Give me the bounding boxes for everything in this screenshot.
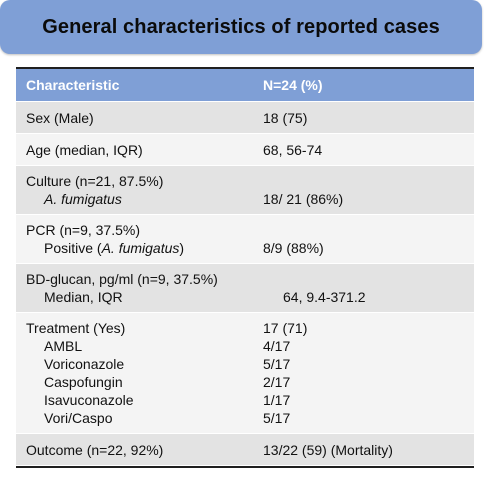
row-sublabel: Positive (A. fumigatus) xyxy=(44,240,185,256)
row-value: 18 (75) xyxy=(263,109,308,126)
header-n: N=24 (%) xyxy=(263,77,323,93)
row-value: 18/ 21 (86%) xyxy=(263,191,344,207)
table-row-treatment: Treatment (Yes) AMBL Voriconazole Caspof… xyxy=(16,313,474,434)
table-row-outcome: Outcome (n=22, 92%) 13/22 (59) (Mortalit… xyxy=(16,434,474,466)
treatment-item-name: Voriconazole xyxy=(44,356,125,372)
characteristics-table: Characteristic N=24 (%) Sex (Male) 18 (7… xyxy=(16,67,474,468)
row-label: Treatment (Yes) xyxy=(26,320,126,336)
row-label: BD-glucan, pg/ml (n=9, 37.5%) xyxy=(26,271,218,287)
treatment-item-value: 2/17 xyxy=(263,374,291,390)
table-row-bdglucan: BD-glucan, pg/ml (n=9, 37.5%) Median, IQ… xyxy=(16,264,474,313)
row-sublabel: Median, IQR xyxy=(44,289,123,305)
row-label: Culture (n=21, 87.5%) xyxy=(26,173,164,189)
treatment-item-name: Isavuconazole xyxy=(44,392,134,408)
row-value: 64, 9.4-371.2 xyxy=(283,289,366,305)
treatment-item-name: AMBL xyxy=(44,338,83,354)
table-row-age: Age (median, IQR) 68, 56-74 xyxy=(16,134,474,166)
title-banner: General characteristics of reported case… xyxy=(0,0,482,54)
row-label: PCR (n=9, 37.5%) xyxy=(26,222,140,238)
table-row-sex: Sex (Male) 18 (75) xyxy=(16,102,474,134)
table-row-culture: Culture (n=21, 87.5%) A. fumigatus 18/ 2… xyxy=(16,166,474,215)
treatment-item-value: 5/17 xyxy=(263,410,291,426)
treatment-item-value: 5/17 xyxy=(263,356,291,372)
row-label: Outcome (n=22, 92%) xyxy=(26,441,164,458)
table-header-row: Characteristic N=24 (%) xyxy=(16,67,474,102)
row-label: Sex (Male) xyxy=(26,109,94,126)
row-label: Age (median, IQR) xyxy=(26,141,143,158)
treatment-item-name: Vori/Caspo xyxy=(44,410,113,426)
row-value: 13/22 (59) (Mortality) xyxy=(263,441,393,458)
treatment-item-name: Caspofungin xyxy=(44,374,123,390)
header-characteristic: Characteristic xyxy=(26,77,120,93)
table-row-pcr: PCR (n=9, 37.5%) Positive (A. fumigatus)… xyxy=(16,215,474,264)
treatment-item-value: 4/17 xyxy=(263,338,291,354)
row-value: 17 (71) xyxy=(263,320,308,336)
row-value: 8/9 (88%) xyxy=(263,240,324,256)
page-title: General characteristics of reported case… xyxy=(42,15,440,38)
row-sublabel: A. fumigatus xyxy=(44,191,122,207)
treatment-item-value: 1/17 xyxy=(263,392,291,408)
row-value: 68, 56-74 xyxy=(263,141,323,158)
